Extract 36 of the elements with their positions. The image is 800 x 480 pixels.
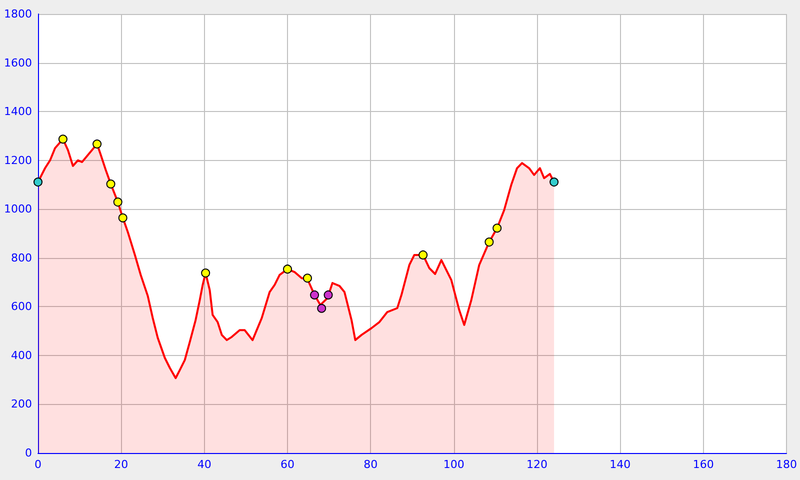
x-tick-label: 80	[364, 458, 378, 471]
point	[310, 290, 320, 300]
x-tick-label: 180	[776, 458, 797, 471]
x-tick-label: 0	[34, 458, 42, 471]
x-tick-label: 120	[526, 458, 548, 471]
point	[317, 304, 326, 313]
point	[118, 213, 128, 222]
y-tick-label: 1600	[4, 56, 32, 70]
y-tick-label: 0	[25, 446, 32, 460]
y-tick-label: 600	[11, 300, 32, 314]
y-tick-label: 400	[11, 348, 32, 362]
point	[201, 268, 210, 278]
y-tick-label: 200	[11, 398, 32, 411]
point	[34, 178, 42, 187]
y-tick-label: 1800	[4, 8, 32, 20]
point	[324, 290, 333, 300]
x-tick-label: 20	[114, 458, 128, 471]
y-tick-label: 1400	[4, 105, 32, 118]
point	[418, 250, 428, 260]
x-tick-label: 100	[443, 458, 464, 471]
x-tick-label: 140	[610, 458, 631, 471]
point	[492, 224, 502, 233]
point	[484, 238, 494, 247]
point	[550, 178, 559, 187]
point	[58, 134, 68, 144]
x-tick-label: 40	[197, 458, 212, 471]
x-tick-label: 160	[692, 458, 714, 471]
point	[302, 274, 312, 283]
point	[92, 139, 102, 148]
y-tick-label: 1000	[4, 202, 32, 216]
point	[113, 198, 122, 207]
point	[283, 264, 292, 274]
y-tick-label: 800	[11, 251, 32, 264]
y-tick-label: 1200	[4, 154, 32, 167]
x-tick-label: 60	[280, 458, 294, 471]
point	[106, 179, 116, 188]
